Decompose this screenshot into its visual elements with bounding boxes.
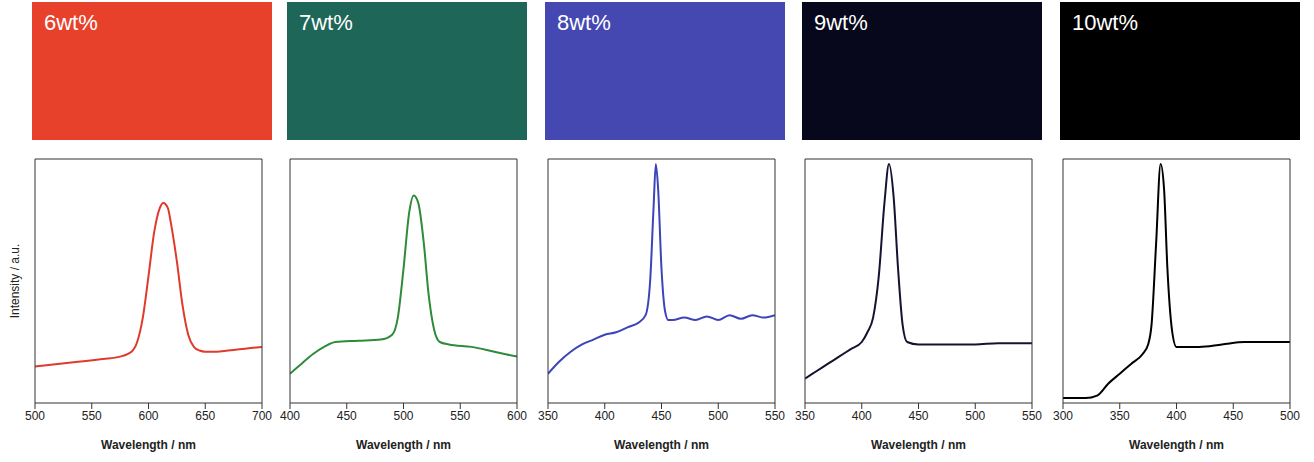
svg-text:700: 700 bbox=[252, 409, 272, 423]
svg-text:500: 500 bbox=[393, 409, 413, 423]
svg-text:650: 650 bbox=[195, 409, 215, 423]
svg-text:350: 350 bbox=[795, 409, 815, 423]
svg-text:Wavelength / nm: Wavelength / nm bbox=[356, 438, 451, 452]
svg-text:550: 550 bbox=[82, 409, 102, 423]
svg-text:400: 400 bbox=[595, 409, 615, 423]
svg-text:350: 350 bbox=[1110, 409, 1130, 423]
html-text:7wt%: 7wt% bbox=[299, 10, 353, 35]
html-text:8wt%: 8wt% bbox=[557, 10, 611, 35]
svg-text:450: 450 bbox=[908, 409, 928, 423]
svg-text:500: 500 bbox=[965, 409, 985, 423]
svg-text:500: 500 bbox=[1280, 409, 1300, 423]
svg-text:Wavelength / nm: Wavelength / nm bbox=[1129, 438, 1224, 452]
html-text:9wt%: 9wt% bbox=[814, 10, 868, 35]
svg-text:550: 550 bbox=[765, 409, 785, 423]
svg-text:300: 300 bbox=[1053, 409, 1073, 423]
svg-text:500: 500 bbox=[25, 409, 45, 423]
svg-text:450: 450 bbox=[651, 409, 671, 423]
svg-text:Wavelength / nm: Wavelength / nm bbox=[871, 438, 966, 452]
svg-text:500: 500 bbox=[708, 409, 728, 423]
svg-text:Wavelength / nm: Wavelength / nm bbox=[614, 438, 709, 452]
svg-text:550: 550 bbox=[1022, 409, 1042, 423]
svg-text:400: 400 bbox=[280, 409, 300, 423]
svg-text:450: 450 bbox=[337, 409, 357, 423]
svg-text:450: 450 bbox=[1223, 409, 1243, 423]
svg-text:550: 550 bbox=[450, 409, 470, 423]
svg-text:400: 400 bbox=[852, 409, 872, 423]
svg-text:400: 400 bbox=[1166, 409, 1186, 423]
html-text:10wt%: 10wt% bbox=[1072, 10, 1138, 35]
html-text:6wt%: 6wt% bbox=[44, 10, 98, 35]
svg-text:350: 350 bbox=[538, 409, 558, 423]
svg-text:600: 600 bbox=[138, 409, 158, 423]
svg-text:600: 600 bbox=[507, 409, 527, 423]
svg-text:Intensity / a.u.: Intensity / a.u. bbox=[8, 244, 22, 319]
svg-text:Wavelength / nm: Wavelength / nm bbox=[101, 438, 196, 452]
